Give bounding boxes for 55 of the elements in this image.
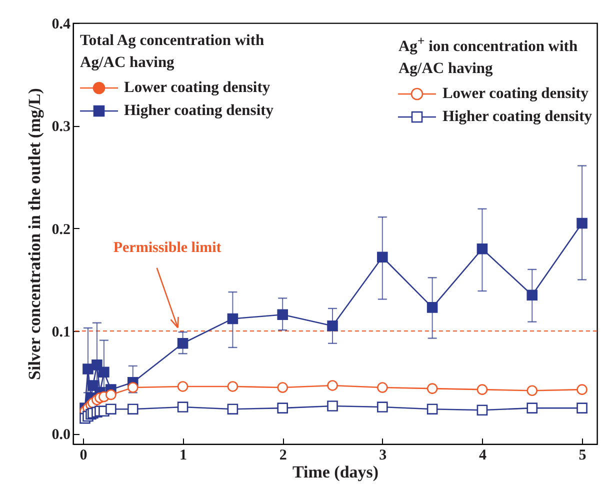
point <box>377 402 388 412</box>
point <box>227 313 238 324</box>
point <box>127 404 138 414</box>
y-tick-label: 0.4 <box>52 16 71 32</box>
point <box>88 380 98 391</box>
point <box>576 218 588 229</box>
legend-title: Total Ag concentration with Ag/AC having <box>80 31 266 73</box>
annotation: Ag$^{+}$ ion concentration with Ag/AC having <box>398 32 579 80</box>
point <box>277 309 288 320</box>
point <box>576 384 588 395</box>
point <box>127 382 138 393</box>
point <box>177 381 188 392</box>
point <box>476 404 488 416</box>
point <box>476 384 488 395</box>
point <box>277 382 288 393</box>
point <box>327 380 338 391</box>
point <box>526 385 538 396</box>
point <box>98 366 110 378</box>
ref-line-label: Permissible limit <box>113 240 222 256</box>
x-tick-label: 4 <box>478 448 487 464</box>
x-tick-label: 5 <box>578 448 586 464</box>
y-tick-label: 0.1 <box>52 324 70 341</box>
legend-label: Lower coating density <box>442 84 589 103</box>
x-tick-label: 3 <box>379 448 387 464</box>
point <box>426 302 438 313</box>
x-axis-title: Time (days) <box>292 462 379 482</box>
x-tick-label: 0 <box>80 448 88 464</box>
point <box>526 402 538 414</box>
legend-label: Higher coating density <box>124 102 274 120</box>
x-tick-label: 1 <box>180 448 188 464</box>
point <box>576 402 588 414</box>
legend-label: Higher coating density <box>442 108 592 126</box>
point <box>476 244 488 254</box>
point <box>82 364 94 374</box>
point <box>277 402 288 414</box>
point <box>227 381 238 392</box>
point <box>106 404 116 414</box>
y-tick-label: 0.0 <box>52 427 70 444</box>
legend-label: Lower coating density <box>124 78 270 96</box>
point <box>327 400 338 412</box>
y-axis-title: Silver concentration in the outlet (mg/L) <box>24 88 44 380</box>
point <box>426 404 438 414</box>
point <box>177 402 188 412</box>
point <box>327 320 338 332</box>
point <box>526 290 538 301</box>
point <box>426 383 438 394</box>
x-tick-label: 2 <box>279 448 287 464</box>
point <box>377 252 388 263</box>
point <box>377 382 388 393</box>
point <box>106 389 116 400</box>
point <box>177 338 188 349</box>
point <box>92 360 102 370</box>
point <box>227 404 238 414</box>
y-tick-label: 0.2 <box>52 222 70 238</box>
y-tick-label: 0.3 <box>52 119 70 136</box>
